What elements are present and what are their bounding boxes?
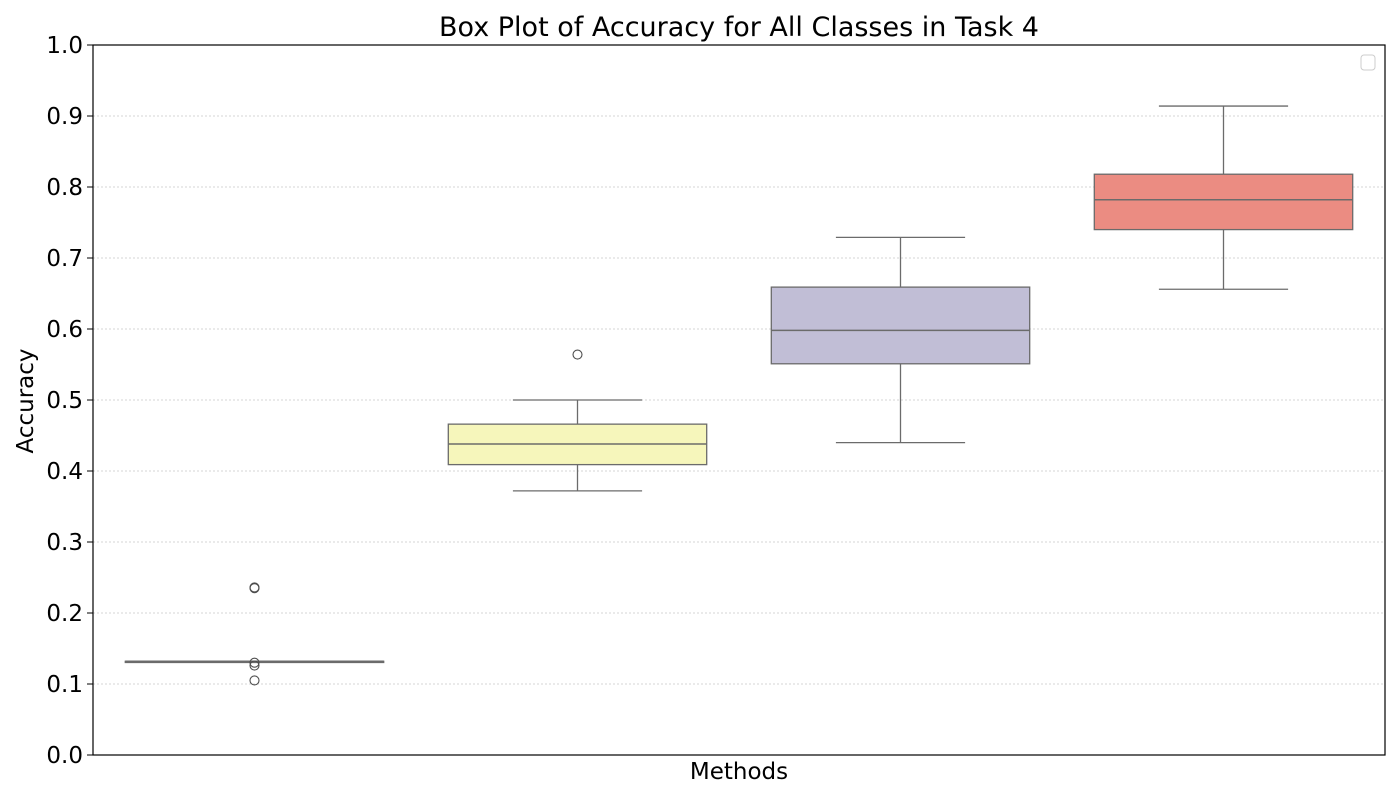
outlier-point [249, 675, 260, 686]
y-tick-label: 0.5 [46, 388, 83, 414]
y-tick-label: 1.0 [46, 33, 83, 59]
box-group [770, 236, 1031, 444]
y-tick-label: 0.4 [46, 459, 83, 485]
outlier-point [249, 582, 260, 593]
iqr-box [770, 286, 1031, 365]
grid-lines [93, 115, 1385, 685]
y-tick-label: 0.3 [46, 530, 83, 556]
y-tick-label: 0.0 [46, 743, 83, 769]
y-tick-label: 0.9 [46, 104, 83, 130]
y-axis-ticks: 0.0 0.1 0.2 0.3 0.4 0.5 0.6 0.7 0.8 0.9 1.0 [46, 33, 93, 769]
legend-box [1360, 54, 1376, 71]
iqr-box [1093, 173, 1354, 231]
outlier-point [572, 349, 583, 360]
box-group [1093, 105, 1354, 290]
x-axis-label: Methods [690, 759, 788, 785]
outlier-point [249, 657, 260, 668]
y-axis-label: Accuracy [13, 348, 39, 453]
y-tick-label: 0.6 [46, 317, 83, 343]
y-tick-label: 0.1 [46, 672, 83, 698]
box-group [447, 349, 708, 492]
outlier-point [249, 660, 260, 671]
box-plot-boxes [124, 105, 1354, 686]
chart-title: Box Plot of Accuracy for All Classes in … [439, 12, 1039, 43]
y-tick-label: 0.2 [46, 601, 83, 627]
y-tick-label: 0.8 [46, 175, 83, 201]
box-group [124, 582, 385, 686]
y-tick-label: 0.7 [46, 246, 83, 272]
